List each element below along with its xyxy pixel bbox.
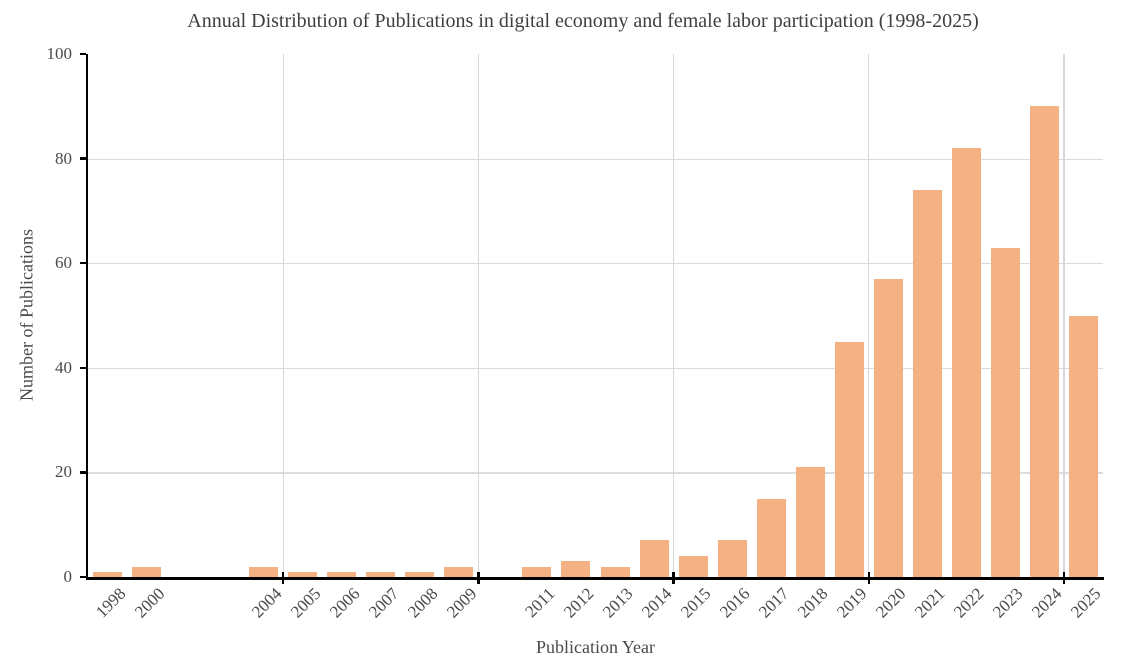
x-axis-tick [477,571,480,584]
y-tick-label-100: 100 [46,44,73,63]
x-axis-tick [672,571,675,584]
bar-2008 [405,571,435,577]
y-axis-tick-80 [79,157,86,160]
bar-2015 [678,556,708,577]
bar-2019 [834,341,864,577]
bar-1998 [93,571,123,577]
y-axis-tick-0 [79,575,86,579]
v-gridline [868,54,870,577]
bar-2005 [288,571,318,577]
bar-2013 [600,566,630,577]
y-axis-tick-20 [79,471,86,474]
x-axis-line [85,577,1104,580]
y-tick-label-80: 80 [55,148,72,168]
v-gridline [1063,54,1065,577]
y-axis-tick-60 [79,261,86,265]
bar-2020 [873,278,903,577]
bar-2004 [249,566,279,577]
bar-2021 [912,189,942,577]
bar-2011 [522,566,552,577]
bar-2018 [795,467,825,577]
bar-2012 [561,561,591,577]
x-axis-tick [867,571,871,584]
bar-2025 [1068,315,1098,577]
bar-2022 [951,148,981,577]
bar-2023 [990,247,1020,577]
v-gridline [672,54,675,577]
h-gridline-80 [88,158,1103,160]
y-tick-label-0: 0 [63,567,73,586]
y-tick-label-40: 40 [55,357,72,377]
bar-2000 [132,566,162,577]
y-axis-tick-100 [79,52,86,56]
y-tick-label-20: 20 [55,462,72,482]
bar-2017 [756,498,786,577]
x-axis-tick [1062,571,1066,584]
bar-2007 [366,571,396,577]
v-gridline [477,54,479,577]
y-axis-spine [85,54,88,580]
x-axis-title: Publication Year [536,637,655,657]
y-tick-label-60: 60 [55,253,72,273]
v-gridline [282,54,284,577]
h-gridline-40 [88,367,1103,369]
h-gridline-20 [88,472,1103,474]
chart-title: Annual Distribution of Publications in d… [187,10,979,32]
y-axis-tick-40 [79,366,86,370]
h-gridline-60 [88,263,1103,265]
bar-2024 [1029,106,1059,577]
plot-area: 0 20 40 60 80 100 1998 2000 2004 2005 2006 2007 2008… [47,44,1105,621]
bar-2009 [444,566,474,577]
bar-2014 [639,540,669,577]
bar-2006 [327,571,357,577]
bar-2016 [717,540,747,577]
x-axis-tick [281,571,285,584]
